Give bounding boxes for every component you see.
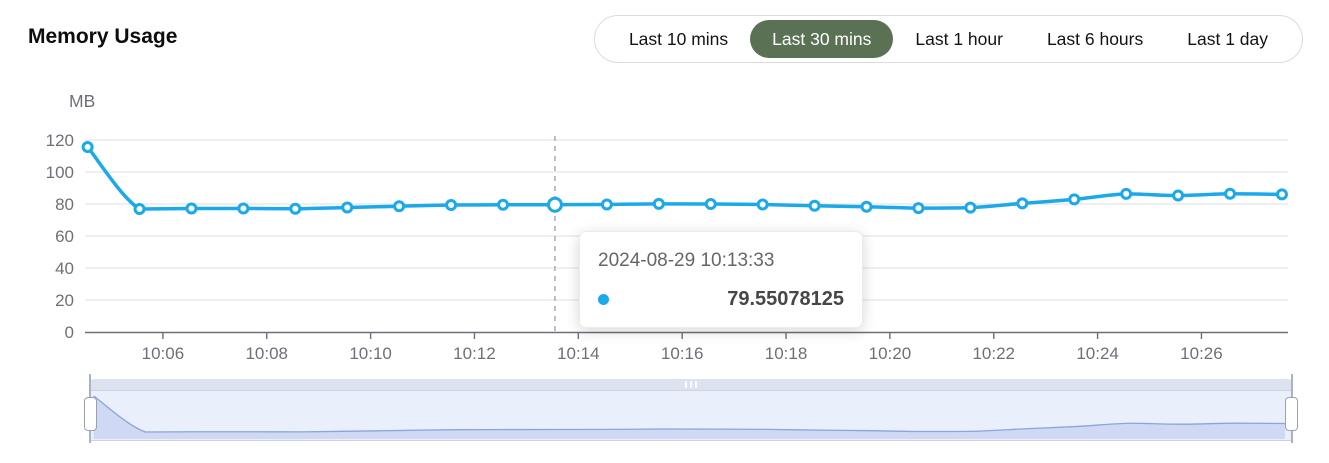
data-point[interactable]	[1120, 187, 1133, 200]
svg-text:120: 120	[46, 131, 74, 150]
data-zoom-left-handle[interactable]	[84, 397, 97, 431]
series-dot-icon	[598, 294, 609, 305]
svg-text:40: 40	[55, 259, 74, 278]
data-point[interactable]	[1275, 188, 1288, 201]
time-range-button-last-1-day[interactable]: Last 1 day	[1165, 20, 1290, 58]
y-axis: 0 20 40 60 80 100 120	[46, 131, 74, 342]
data-point[interactable]	[600, 198, 613, 211]
chart-tooltip: 2024-08-29 10:13:33 79.55078125	[579, 231, 863, 328]
tooltip-timestamp: 2024-08-29 10:13:33	[598, 250, 775, 271]
data-point[interactable]	[1224, 187, 1237, 200]
tooltip-value: 79.55078125	[727, 288, 844, 310]
data-point[interactable]	[133, 202, 146, 215]
x-axis: 10:06 10:08 10:10 10:12 10:14 10:16 10:18 10:20…	[85, 331, 1288, 363]
svg-text:10:22: 10:22	[972, 344, 1015, 363]
data-point[interactable]	[341, 201, 354, 214]
data-zoom-slider	[84, 373, 1298, 443]
svg-text:10:06: 10:06	[142, 344, 185, 363]
data-point[interactable]	[808, 199, 821, 212]
data-point-highlighted[interactable]	[546, 196, 563, 213]
svg-text:80: 80	[55, 195, 74, 214]
svg-text:0: 0	[65, 323, 74, 342]
svg-text:10:16: 10:16	[661, 344, 704, 363]
data-point[interactable]	[393, 200, 406, 213]
data-zoom-scrollbar[interactable]	[90, 379, 1292, 391]
data-point[interactable]	[497, 198, 510, 211]
data-point[interactable]	[445, 198, 458, 211]
data-point[interactable]	[237, 202, 250, 215]
minimap-area	[93, 396, 1285, 439]
svg-text:10:24: 10:24	[1076, 344, 1119, 363]
tooltip-series-row: 79.55078125	[598, 288, 844, 311]
svg-text:10:12: 10:12	[453, 344, 496, 363]
data-point[interactable]	[964, 201, 977, 214]
time-range-button-last-10-mins[interactable]: Last 10 mins	[607, 20, 750, 58]
svg-text:10:26: 10:26	[1180, 344, 1223, 363]
time-range-selector: Last 10 mins Last 30 mins Last 1 hour Last …	[593, 15, 1303, 63]
time-range-button-last-6-hours[interactable]: Last 6 hours	[1025, 20, 1165, 58]
y-axis-unit-label: MB	[69, 91, 96, 111]
data-points[interactable]	[81, 141, 1288, 215]
series-line	[85, 145, 1284, 211]
data-point[interactable]	[756, 198, 769, 211]
svg-text:20: 20	[55, 291, 74, 310]
drag-grip-icon	[684, 375, 699, 392]
minimap-line	[93, 395, 1285, 433]
svg-text:10:18: 10:18	[765, 344, 808, 363]
data-point[interactable]	[912, 202, 925, 215]
svg-text:10:08: 10:08	[245, 344, 288, 363]
svg-text:60: 60	[55, 227, 74, 246]
time-range-button-last-1-hour[interactable]: Last 1 hour	[893, 20, 1025, 58]
data-point[interactable]	[1172, 189, 1185, 202]
data-point[interactable]	[652, 197, 665, 210]
data-zoom-minimap[interactable]	[90, 391, 1292, 441]
svg-text:10:20: 10:20	[869, 344, 912, 363]
data-point[interactable]	[289, 202, 302, 215]
page-title: Memory Usage	[28, 25, 178, 48]
data-zoom-right-handle[interactable]	[1285, 397, 1298, 431]
data-point[interactable]	[704, 198, 717, 210]
data-point[interactable]	[1016, 197, 1029, 210]
data-point[interactable]	[1068, 193, 1081, 206]
data-point[interactable]	[185, 202, 198, 215]
data-point[interactable]	[81, 141, 94, 154]
time-range-button-last-30-mins[interactable]: Last 30 mins	[750, 20, 894, 58]
svg-text:10:14: 10:14	[557, 344, 600, 363]
svg-text:100: 100	[46, 163, 74, 182]
svg-text:10:10: 10:10	[349, 344, 392, 363]
data-point[interactable]	[860, 200, 873, 213]
